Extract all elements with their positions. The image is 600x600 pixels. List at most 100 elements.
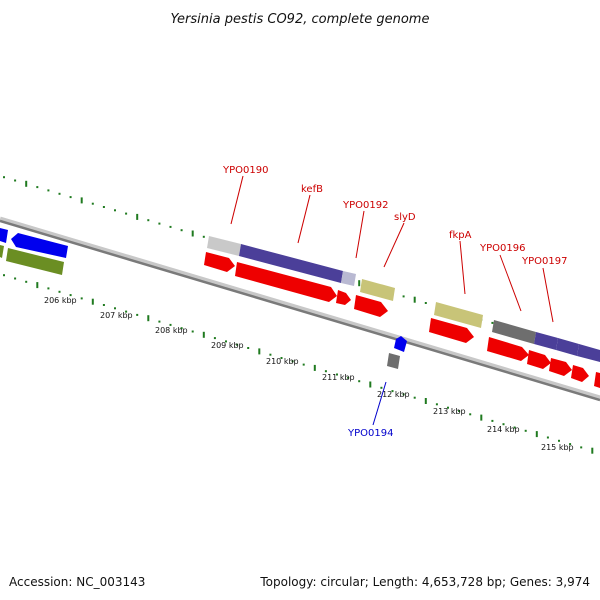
major-tick: [136, 213, 139, 220]
major-tick: [36, 282, 39, 289]
gene-arrow[interactable]: [204, 252, 235, 272]
tick-label: 206 kbp: [44, 296, 77, 305]
minor-tick: [269, 353, 272, 356]
minor-tick: [580, 446, 583, 449]
minor-tick: [169, 323, 172, 326]
gene-block[interactable]: [387, 353, 400, 369]
leader-line: [499, 254, 522, 312]
leader-line: [372, 381, 387, 426]
gene-arrow[interactable]: [571, 365, 589, 382]
gene-label-ypo0197[interactable]: YPO0197: [521, 256, 567, 267]
minor-tick: [380, 386, 383, 389]
gene-block[interactable]: [534, 332, 558, 350]
label-leaders: [230, 175, 554, 426]
minor-tick: [391, 390, 394, 393]
gene-block[interactable]: [341, 271, 356, 286]
major-tick: [313, 364, 316, 371]
minor-tick: [14, 277, 17, 280]
gene-features: [0, 228, 600, 388]
gene-block[interactable]: [6, 248, 64, 275]
gene-arrow[interactable]: [354, 295, 388, 317]
major-tick: [369, 381, 372, 388]
map-title: Yersinia pestis CO92, complete genome: [171, 12, 430, 27]
minor-tick: [469, 413, 472, 416]
gene-arrow[interactable]: [527, 350, 551, 369]
gene-label-ypo0192[interactable]: YPO0192: [342, 200, 388, 211]
minor-tick: [447, 406, 449, 409]
minor-tick: [69, 196, 72, 199]
minor-tick: [147, 219, 150, 222]
minor-tick: [569, 443, 572, 446]
gene-arrow[interactable]: [0, 228, 8, 243]
minor-tick: [125, 310, 128, 313]
minor-tick: [158, 222, 161, 225]
leader-line: [542, 267, 554, 323]
lower-tick-track: [3, 274, 594, 454]
gene-arrow[interactable]: [549, 358, 572, 376]
minor-tick: [247, 347, 250, 349]
gene-arrow[interactable]: [336, 290, 351, 305]
gene-arrow[interactable]: [235, 262, 337, 302]
minor-tick: [291, 360, 294, 363]
tick-labels: 206 kbp 207 kbp 208 kbp 209 kbp 210 kbp …: [44, 296, 574, 452]
minor-tick: [524, 429, 527, 432]
tick-label: 212 kbp: [377, 390, 410, 399]
minor-tick: [47, 189, 50, 192]
backbone-line: [0, 219, 600, 402]
minor-tick: [324, 370, 327, 373]
leader-line: [297, 194, 311, 244]
gene-block[interactable]: [0, 245, 4, 258]
minor-tick: [546, 436, 549, 439]
gene-label-kefb[interactable]: kefB: [301, 184, 323, 195]
gene-arrow[interactable]: [394, 336, 407, 352]
major-tick: [424, 398, 427, 404]
gene-arrow[interactable]: [429, 318, 474, 343]
genome-backbone: [0, 216, 600, 402]
minor-tick: [25, 280, 28, 283]
minor-tick: [358, 380, 361, 383]
gene-block[interactable]: [360, 279, 395, 301]
minor-tick: [47, 287, 50, 290]
minor-tick: [136, 313, 139, 316]
gene-arrow[interactable]: [487, 337, 529, 361]
leader-line: [383, 222, 405, 268]
gene-block[interactable]: [207, 236, 241, 256]
minor-tick: [558, 439, 560, 442]
minor-tick: [158, 320, 161, 323]
gene-block[interactable]: [556, 338, 579, 356]
tick-label: 214 kbp: [487, 425, 520, 434]
major-tick: [202, 331, 205, 338]
gene-block[interactable]: [239, 244, 343, 283]
major-tick: [25, 180, 28, 187]
gene-label-slyd[interactable]: slyD: [394, 212, 416, 223]
minor-tick: [413, 396, 416, 399]
major-tick: [91, 298, 94, 305]
backbone-shadow: [0, 216, 600, 401]
gene-labels: YPO0190 kefB YPO0192 slyD fkpA YPO0196 Y…: [222, 165, 567, 439]
gene-label-fkpa[interactable]: fkpA: [449, 230, 472, 241]
gene-block[interactable]: [434, 302, 483, 328]
gene-label-ypo0194[interactable]: YPO0194: [347, 428, 393, 439]
major-tick: [258, 348, 261, 355]
tick-label: 211 kbp: [322, 373, 355, 382]
gene-label-ypo0196[interactable]: YPO0196: [479, 243, 525, 254]
tick-label: 213 kbp: [433, 407, 466, 416]
minor-tick: [424, 302, 427, 304]
gene-block[interactable]: [577, 344, 600, 362]
gene-arrow[interactable]: [11, 233, 68, 258]
genome-summary-text: Topology: circular; Length: 4,653,728 bp…: [259, 575, 590, 589]
major-tick: [80, 197, 83, 204]
major-tick: [413, 296, 416, 303]
minor-tick: [14, 179, 17, 182]
gene-arrow[interactable]: [594, 372, 600, 388]
minor-tick: [91, 202, 94, 205]
tick-label: 208 kbp: [155, 326, 188, 335]
gene-block[interactable]: [492, 320, 536, 344]
minor-tick: [180, 229, 183, 232]
tick-label: 209 kbp: [211, 341, 244, 350]
leader-line: [459, 240, 466, 295]
minor-tick: [202, 235, 205, 238]
minor-tick: [225, 340, 227, 343]
leader-line: [230, 175, 244, 225]
gene-label-ypo0190[interactable]: YPO0190: [222, 165, 268, 176]
